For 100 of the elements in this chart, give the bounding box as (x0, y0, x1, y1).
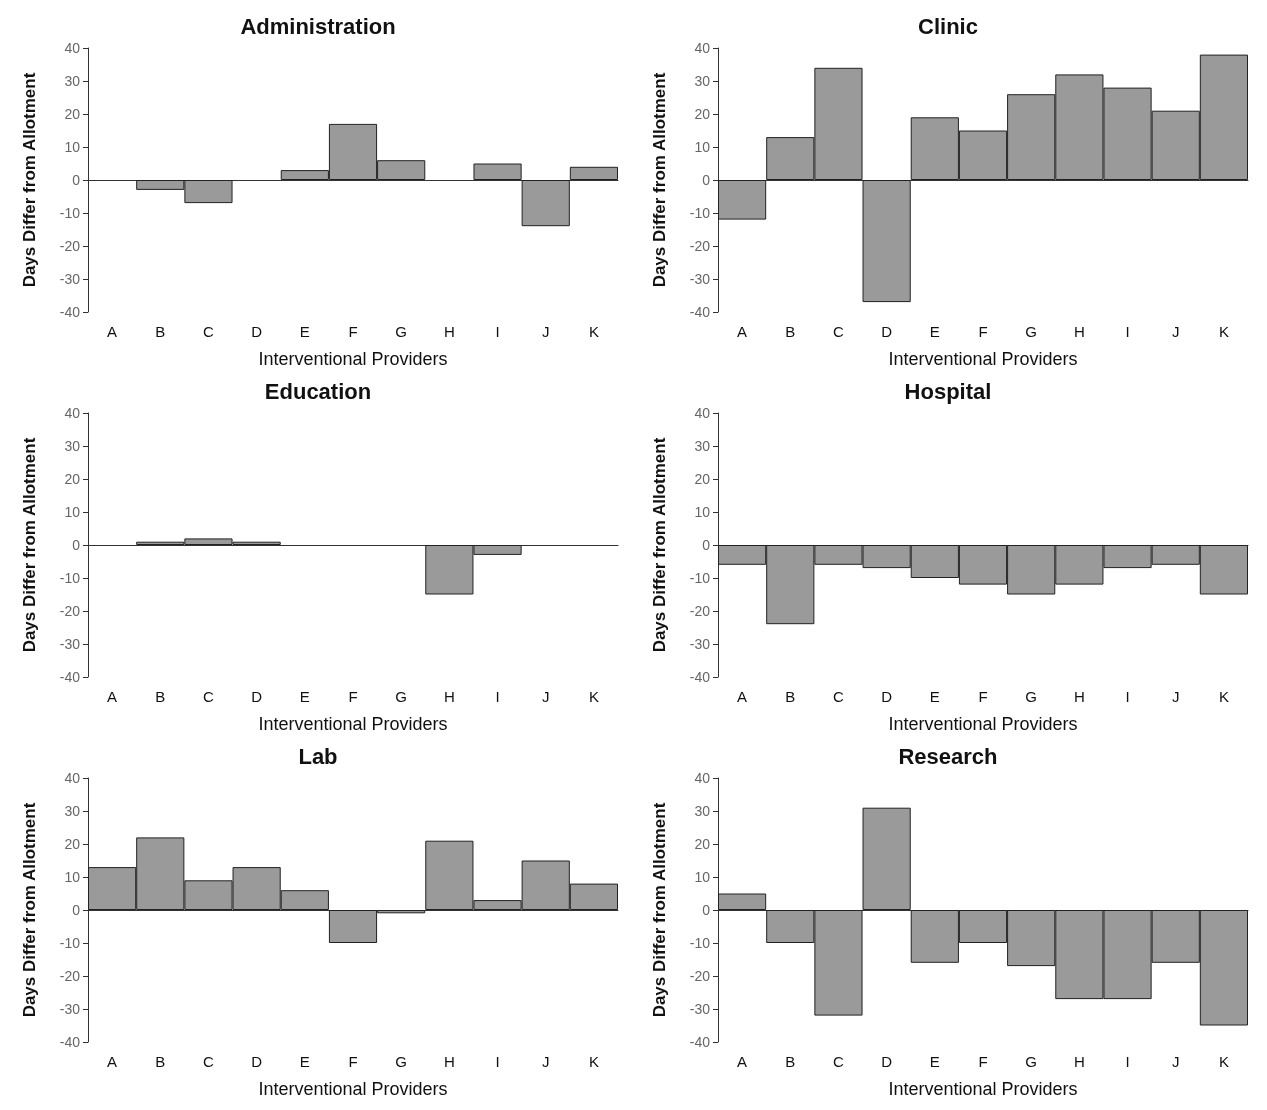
x-tick-label: B (155, 688, 166, 705)
x-tick-label: C (833, 323, 845, 340)
x-tick-label: F (978, 323, 988, 340)
y-tick-label: 20 (694, 106, 711, 122)
x-tick-label: D (881, 323, 893, 340)
chart-title: Education (264, 378, 372, 404)
x-tick-label: A (737, 323, 748, 340)
y-tick-label: 20 (694, 836, 711, 852)
x-tick-label: E (299, 323, 310, 340)
y-tick-label: -10 (59, 570, 81, 586)
x-tick-label: E (929, 323, 940, 340)
y-tick-label: 0 (72, 902, 81, 918)
x-tick-label: G (395, 1053, 408, 1070)
x-tick-label: C (833, 1053, 845, 1070)
x-tick-label: D (881, 688, 893, 705)
y-tick-label: -30 (59, 271, 81, 287)
x-tick-label: C (203, 688, 215, 705)
x-tick-label: I (1125, 323, 1130, 340)
y-tick-label: 0 (702, 537, 711, 553)
y-tick-label: -40 (59, 304, 81, 320)
y-tick-label: -40 (59, 669, 81, 685)
x-tick-label: I (495, 1053, 500, 1070)
x-tick-label: B (785, 1053, 796, 1070)
y-tick-label: 20 (64, 471, 81, 487)
x-tick-label: K (1218, 323, 1229, 340)
y-tick-label: 10 (694, 869, 711, 885)
y-tick-label: -20 (59, 603, 81, 619)
x-tick-label: C (203, 1053, 215, 1070)
y-tick-label: -30 (689, 1001, 711, 1017)
y-tick-label: 40 (64, 405, 81, 421)
x-tick-label: K (588, 688, 599, 705)
y-tick-label: -20 (689, 968, 711, 984)
x-tick-label: I (495, 323, 500, 340)
x-tick-label: K (588, 323, 599, 340)
y-tick-label: 40 (694, 770, 711, 786)
x-tick-label: G (1025, 1053, 1038, 1070)
x-tick-label: E (929, 1053, 940, 1070)
y-tick-label: -30 (59, 1001, 81, 1017)
x-tick-label: A (107, 1053, 118, 1070)
y-axis-title: Days Differ from Allotment (650, 437, 669, 653)
x-tick-label: G (395, 323, 408, 340)
y-tick-label: 40 (694, 405, 711, 421)
x-tick-label: E (929, 688, 940, 705)
y-tick-label: 10 (64, 139, 81, 155)
x-tick-label: D (881, 1053, 893, 1070)
y-tick-label: -30 (59, 636, 81, 652)
x-tick-label: A (737, 1053, 748, 1070)
x-tick-label: H (443, 688, 455, 705)
x-axis-title: Interventional Providers (258, 714, 448, 734)
x-tick-label: B (155, 323, 166, 340)
x-tick-label: F (348, 1053, 358, 1070)
y-tick-label: 30 (694, 803, 711, 819)
x-tick-label: F (978, 688, 988, 705)
y-tick-label: 20 (694, 471, 711, 487)
y-tick-label: -10 (59, 935, 81, 951)
x-tick-label: C (203, 323, 215, 340)
y-tick-label: 20 (64, 836, 81, 852)
y-tick-label: 40 (64, 770, 81, 786)
x-axis-title: Interventional Providers (888, 1079, 1078, 1099)
bar (718, 180, 767, 220)
x-tick-label: I (1125, 688, 1130, 705)
x-tick-label: B (155, 1053, 166, 1070)
x-tick-label: H (1073, 1053, 1085, 1070)
y-tick-label: 10 (694, 504, 711, 520)
y-axis-title: Days Differ from Allotment (650, 72, 669, 288)
x-axis-title: Interventional Providers (258, 349, 448, 369)
x-tick-label: E (299, 1053, 310, 1070)
y-tick-label: 10 (694, 139, 711, 155)
x-tick-label: A (737, 688, 748, 705)
bar (718, 893, 767, 910)
y-tick-label: 40 (64, 40, 81, 56)
x-tick-label: H (1073, 323, 1085, 340)
y-tick-label: 0 (702, 172, 711, 188)
y-tick-label: -20 (59, 238, 81, 254)
y-tick-label: 20 (64, 106, 81, 122)
y-tick-label: -20 (689, 603, 711, 619)
bar (569, 166, 618, 180)
x-tick-label: E (299, 688, 310, 705)
x-tick-label: I (495, 688, 500, 705)
x-tick-label: H (443, 323, 455, 340)
y-axis-title: Days Differ from Allotment (20, 72, 39, 288)
y-tick-label: 30 (694, 73, 711, 89)
x-tick-label: F (978, 1053, 988, 1070)
y-tick-label: 0 (72, 537, 81, 553)
chart-title: Lab (298, 743, 338, 769)
y-axis-title: Days Differ from Allotment (20, 802, 39, 1018)
x-tick-label: D (251, 688, 263, 705)
x-tick-label: H (443, 1053, 455, 1070)
x-axis-title: Interventional Providers (888, 349, 1078, 369)
x-tick-label: B (785, 323, 796, 340)
y-tick-label: 30 (64, 73, 81, 89)
x-tick-label: D (251, 323, 263, 340)
x-tick-label: F (348, 323, 358, 340)
chart-title: Research (898, 743, 998, 769)
y-axis-title: Days Differ from Allotment (20, 437, 39, 653)
y-tick-label: 30 (64, 803, 81, 819)
x-tick-label: C (833, 688, 845, 705)
x-tick-label: K (1218, 688, 1229, 705)
y-tick-label: -10 (689, 205, 711, 221)
x-tick-label: G (395, 688, 408, 705)
